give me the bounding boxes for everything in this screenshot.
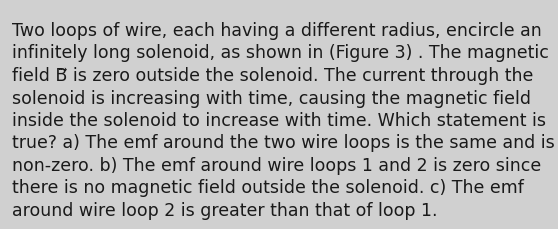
Text: Two loops of wire, each having a different radius, encircle an: Two loops of wire, each having a differe… (12, 22, 542, 40)
Text: non-zero. b) The emf around wire loops 1 and 2 is zero since: non-zero. b) The emf around wire loops 1… (12, 156, 541, 174)
Text: inside the solenoid to increase with time. Which statement is: inside the solenoid to increase with tim… (12, 112, 546, 129)
Text: infinitely long solenoid, as shown in (Figure 3) . The magnetic: infinitely long solenoid, as shown in (F… (12, 44, 549, 62)
Text: true? a) The emf around the two wire loops is the same and is: true? a) The emf around the two wire loo… (12, 134, 555, 152)
Text: field B⃗ is zero outside the solenoid. The current through the: field B⃗ is zero outside the solenoid. T… (12, 67, 533, 85)
Text: around wire loop 2 is greater than that of loop 1.: around wire loop 2 is greater than that … (12, 201, 437, 219)
Text: solenoid is increasing with time, causing the magnetic field: solenoid is increasing with time, causin… (12, 89, 531, 107)
Text: there is no magnetic field outside the solenoid. c) The emf: there is no magnetic field outside the s… (12, 179, 524, 197)
